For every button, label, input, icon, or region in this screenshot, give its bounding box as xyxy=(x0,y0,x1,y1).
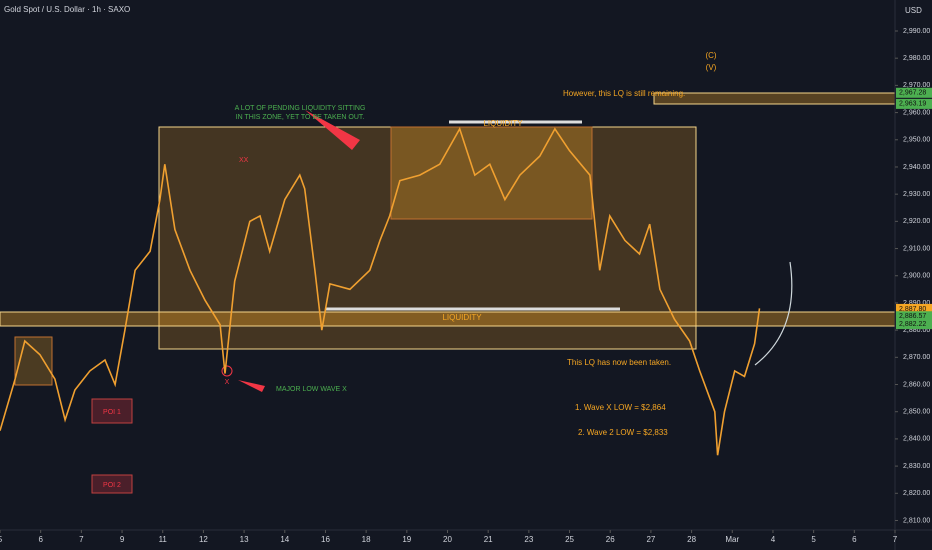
y-tick-label: 2,940.00 xyxy=(903,164,930,171)
annotation: A LOT OF PENDING LIQUIDITY SITTING xyxy=(235,105,366,112)
x-tick-label: 25 xyxy=(565,535,574,544)
annotation: POI 2 xyxy=(103,482,121,489)
y-tick-label: 2,820.00 xyxy=(903,490,930,497)
y-tick-label: 2,870.00 xyxy=(903,354,930,361)
y-tick-label: 2,860.00 xyxy=(903,381,930,388)
poi-box xyxy=(91,398,133,424)
y-tick-label: 2,850.00 xyxy=(903,409,930,416)
annotation: (C) xyxy=(705,51,716,60)
y-tick-label: 2,830.00 xyxy=(903,463,930,470)
price-label: 2,963.19 xyxy=(899,101,926,108)
price-label: 2,886.57 xyxy=(899,313,926,320)
x-tick-label: 7 xyxy=(79,535,84,544)
annotation: This LQ has now been taken. xyxy=(567,358,671,367)
annotation: However, this LQ is still remaining. xyxy=(563,89,685,98)
x-tick-label: 11 xyxy=(159,535,168,544)
y-tick-label: 2,960.00 xyxy=(903,109,930,116)
y-tick-label: 2,950.00 xyxy=(903,137,930,144)
annotation: XX xyxy=(239,157,249,164)
y-tick-label: 2,990.00 xyxy=(903,28,930,35)
x-tick-label: 23 xyxy=(524,535,533,544)
price-label: 2,882.22 xyxy=(899,321,926,328)
x-tick-label: 5 xyxy=(0,535,3,544)
y-tick-label: 2,890.00 xyxy=(903,300,930,307)
x-tick-label: 20 xyxy=(443,535,452,544)
x-tick-label: 26 xyxy=(606,535,615,544)
x-tick-label: 6 xyxy=(852,535,857,544)
y-tick-label: 2,840.00 xyxy=(903,436,930,443)
x-tick-label: 14 xyxy=(280,535,289,544)
y-tick-label: 2,910.00 xyxy=(903,245,930,252)
y-tick-label: 2,900.00 xyxy=(903,273,930,280)
y-tick-label: 2,970.00 xyxy=(903,82,930,89)
price-label-bg xyxy=(896,311,932,322)
price-label-bg xyxy=(896,319,932,330)
projection xyxy=(754,261,793,366)
x-tick-label: 4 xyxy=(771,535,776,544)
price-label-bg xyxy=(896,98,932,109)
annotation: X xyxy=(225,379,230,386)
x-tick-label: 18 xyxy=(362,535,371,544)
price-label-bg xyxy=(896,87,932,98)
x-tick-label: 9 xyxy=(120,535,125,544)
x-tick-label: 16 xyxy=(321,535,330,544)
x-tick-label: 6 xyxy=(38,535,43,544)
y-tick-label: 2,930.00 xyxy=(903,191,930,198)
x-tick-label: 21 xyxy=(484,535,493,544)
price-label: 2,967.28 xyxy=(899,90,926,97)
liquidity-zone-top xyxy=(390,126,593,220)
annotation: POI 1 xyxy=(103,409,121,416)
x-tick-label: 27 xyxy=(646,535,655,544)
chart-title: Gold Spot / U.S. Dollar · 1h · SAXO xyxy=(4,5,130,14)
marker xyxy=(221,365,233,377)
y-tick-label: 2,880.00 xyxy=(903,327,930,334)
x-tick-label: 5 xyxy=(811,535,816,544)
annotation: 1. Wave X LOW = $2,864 xyxy=(575,403,666,412)
annotation: LIQUIDITY xyxy=(442,313,482,322)
x-tick-label: 28 xyxy=(687,535,696,544)
y-tick-label: 2,810.00 xyxy=(903,517,930,524)
arrow xyxy=(305,110,360,150)
annotation: LIQUIDITY xyxy=(483,119,523,128)
y-tick-label: 2,980.00 xyxy=(903,55,930,62)
y-tick-label: 2,920.00 xyxy=(903,218,930,225)
price-line xyxy=(0,126,761,456)
remaining-zone xyxy=(653,92,896,105)
x-tick-label: 12 xyxy=(199,535,208,544)
box xyxy=(14,336,53,386)
annotation: IN THIS ZONE, YET TO BE TAKEN OUT. xyxy=(236,114,365,121)
annotation: MAJOR LOW WAVE X xyxy=(276,386,347,393)
poi-box xyxy=(91,474,133,494)
annotation: (V) xyxy=(706,63,717,72)
price-label-bg xyxy=(896,303,932,314)
annotation: 2. Wave 2 LOW = $2,833 xyxy=(578,428,668,437)
x-tick-label: 7 xyxy=(893,535,898,544)
x-tick-label: 13 xyxy=(240,535,249,544)
price-label: 2,887.80 xyxy=(899,306,926,313)
zones xyxy=(0,92,896,494)
arrow xyxy=(238,380,265,392)
x-tick-label: Mar xyxy=(725,535,739,544)
x-tick-label: 19 xyxy=(402,535,411,544)
currency: USD xyxy=(905,6,922,15)
